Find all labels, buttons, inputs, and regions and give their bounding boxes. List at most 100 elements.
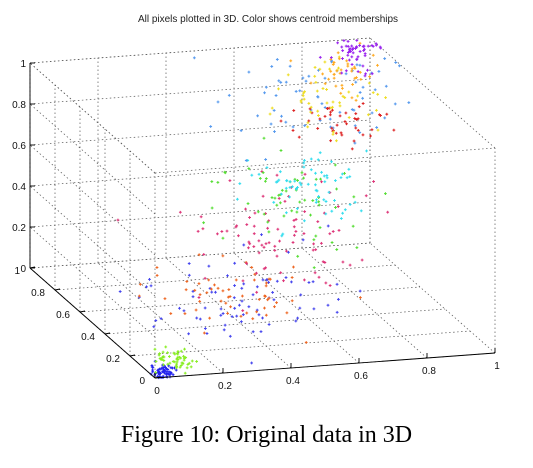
data-point	[330, 209, 334, 213]
data-point	[354, 80, 358, 84]
data-point	[202, 221, 206, 225]
data-point	[242, 282, 246, 286]
data-point	[261, 316, 264, 320]
data-point	[306, 125, 310, 129]
data-point	[198, 300, 202, 303]
data-point	[369, 134, 372, 138]
data-point	[208, 316, 212, 320]
data-point	[320, 102, 324, 106]
data-point	[336, 41, 340, 45]
data-point	[255, 310, 259, 314]
data-point	[350, 147, 354, 151]
data-point	[241, 279, 245, 283]
grid-line-back-z	[29, 160, 371, 187]
data-point	[182, 356, 186, 360]
data-point	[370, 44, 374, 47]
data-point	[205, 332, 209, 335]
data-point	[264, 242, 268, 246]
data-point	[366, 113, 370, 117]
data-point	[344, 72, 348, 76]
data-point	[280, 114, 283, 118]
data-point	[338, 104, 342, 108]
data-point	[314, 234, 318, 238]
data-point	[168, 361, 172, 365]
data-point	[253, 272, 257, 276]
data-point	[324, 212, 328, 216]
data-point	[216, 100, 220, 104]
data-point	[187, 332, 191, 336]
data-point	[302, 97, 306, 101]
data-point	[331, 108, 334, 112]
data-point	[337, 66, 340, 70]
data-point	[323, 60, 327, 64]
data-point	[255, 308, 259, 312]
data-point	[237, 234, 240, 238]
data-point	[325, 88, 328, 91]
data-point	[240, 299, 244, 303]
data-point	[219, 313, 223, 317]
data-point	[326, 303, 330, 307]
data-point	[298, 306, 302, 310]
data-point	[203, 276, 207, 280]
x-axis-line	[154, 352, 496, 379]
data-point	[351, 224, 355, 228]
data-point	[355, 57, 359, 61]
data-point	[346, 39, 350, 43]
data-point	[145, 285, 148, 289]
data-point	[277, 197, 281, 200]
data-point	[356, 117, 360, 121]
data-point	[303, 90, 307, 94]
data-point	[383, 57, 387, 60]
data-point	[304, 79, 308, 83]
data-point	[343, 120, 347, 123]
data-point	[358, 91, 362, 94]
data-point	[116, 218, 120, 222]
data-point	[161, 370, 164, 374]
data-point	[294, 217, 298, 221]
data-point	[287, 250, 290, 254]
data-point	[176, 352, 180, 356]
data-point	[343, 208, 347, 212]
data-point	[268, 112, 272, 116]
data-point	[228, 179, 232, 182]
data-point	[331, 63, 335, 66]
data-point	[241, 309, 245, 312]
data-point	[167, 364, 171, 368]
data-point	[247, 70, 251, 74]
data-point	[153, 347, 157, 351]
data-point	[233, 284, 236, 287]
data-point	[354, 98, 358, 102]
z-tick-label: 0.6	[12, 141, 26, 152]
data-point	[296, 316, 300, 320]
data-point	[307, 102, 311, 105]
data-point	[315, 89, 319, 93]
data-point	[284, 189, 288, 193]
data-point	[278, 201, 282, 205]
data-point	[312, 242, 315, 246]
data-point	[178, 365, 182, 369]
data-point	[298, 200, 302, 204]
data-point	[242, 243, 246, 247]
data-point	[209, 125, 213, 128]
data-point	[307, 74, 311, 78]
data-point	[346, 51, 350, 54]
z-tick-label: 0.4	[12, 182, 26, 193]
data-point	[274, 94, 278, 97]
data-point	[321, 72, 324, 76]
data-point	[282, 214, 286, 218]
data-point	[160, 366, 164, 370]
data-point	[301, 76, 305, 80]
data-point	[318, 151, 322, 155]
data-point	[214, 290, 217, 294]
data-point	[264, 158, 268, 161]
data-point	[355, 246, 359, 250]
data-point	[216, 286, 220, 290]
data-point	[322, 198, 326, 202]
data-point	[333, 199, 336, 202]
data-point	[150, 365, 154, 369]
data-point	[376, 92, 380, 96]
data-point	[338, 114, 342, 118]
data-point	[154, 371, 158, 374]
data-point	[158, 357, 162, 360]
data-point	[276, 227, 280, 231]
